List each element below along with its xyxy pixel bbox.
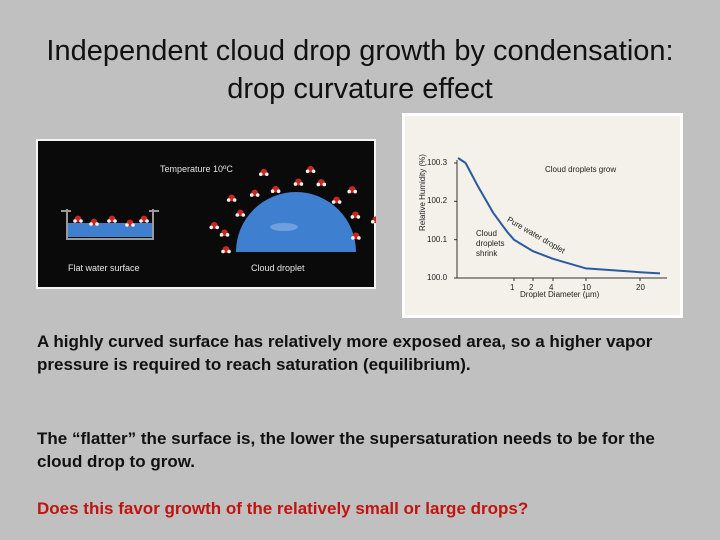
chart-plot: [454, 157, 667, 281]
question-text: Does this favor growth of the relatively…: [37, 499, 529, 518]
cloud-droplet-shape: [236, 192, 356, 252]
water-molecule: [305, 165, 316, 174]
y-tick-label: 100.1: [427, 234, 448, 244]
water-molecule: [347, 186, 358, 194]
container-outline: [66, 209, 154, 240]
water-molecule: [351, 232, 361, 240]
illustration-drawing: [61, 165, 376, 254]
y-tick-label: 100.0: [427, 273, 448, 282]
chart-background: [405, 116, 680, 315]
slide-title: Independent cloud drop growth by condens…: [46, 35, 674, 105]
water-molecule: [107, 215, 117, 223]
water-molecule: [316, 179, 327, 187]
water-molecule: [209, 222, 220, 230]
x-tick-label: 10: [582, 283, 591, 292]
water-molecule: [249, 189, 260, 197]
water-molecule: [270, 185, 281, 194]
water-molecule: [350, 211, 361, 219]
temperature-label: Temperature 10ºC: [160, 164, 233, 174]
y-tick-label: 100.2: [427, 196, 448, 206]
annotation-shrink: Cloud droplets shrink: [476, 229, 505, 258]
annotation-grow: Cloud droplets grow: [545, 165, 617, 174]
water-molecule: [125, 219, 135, 227]
flat-surface-label: Flat water surface: [68, 263, 140, 273]
water-molecule: [258, 168, 269, 177]
water-molecule: [235, 209, 246, 217]
water-molecule: [370, 216, 376, 224]
water-molecule: [331, 196, 342, 204]
water-molecule: [226, 194, 237, 202]
x-tick-label: 2: [529, 283, 534, 292]
x-tick-label: 1: [510, 283, 515, 292]
water-molecule: [219, 229, 230, 237]
cloud-droplet-label: Cloud droplet: [251, 263, 305, 273]
water-molecule: [221, 246, 231, 254]
flat-water-surface-shape: [67, 223, 153, 237]
water-molecule: [139, 215, 149, 223]
y-tick-label: 100.3: [427, 158, 448, 167]
x-axis-label: Droplet Diameter (µm): [520, 290, 600, 299]
pure-water-droplet-curve: [457, 157, 661, 275]
water-molecules: [73, 165, 376, 254]
x-tick-label: 4: [549, 283, 554, 292]
kelvin-curve-chart: 100.0 100.1 100.2 100.3 1 2 4 10 20 Relative Hum…: [402, 113, 683, 318]
water-molecule: [89, 218, 99, 226]
water-molecule: [293, 178, 304, 186]
paragraph-curvature: A highly curved surface has relatively m…: [37, 332, 653, 374]
curvature-illustration: Temperature 10ºC Flat water surface Clou…: [36, 139, 376, 289]
y-axis-label: Relative Humidity (%): [418, 154, 427, 231]
water-molecule: [73, 215, 83, 223]
x-tick-label: 20: [636, 283, 645, 292]
paragraph-flatter: The “flatter” the surface is, the lower …: [37, 429, 655, 471]
